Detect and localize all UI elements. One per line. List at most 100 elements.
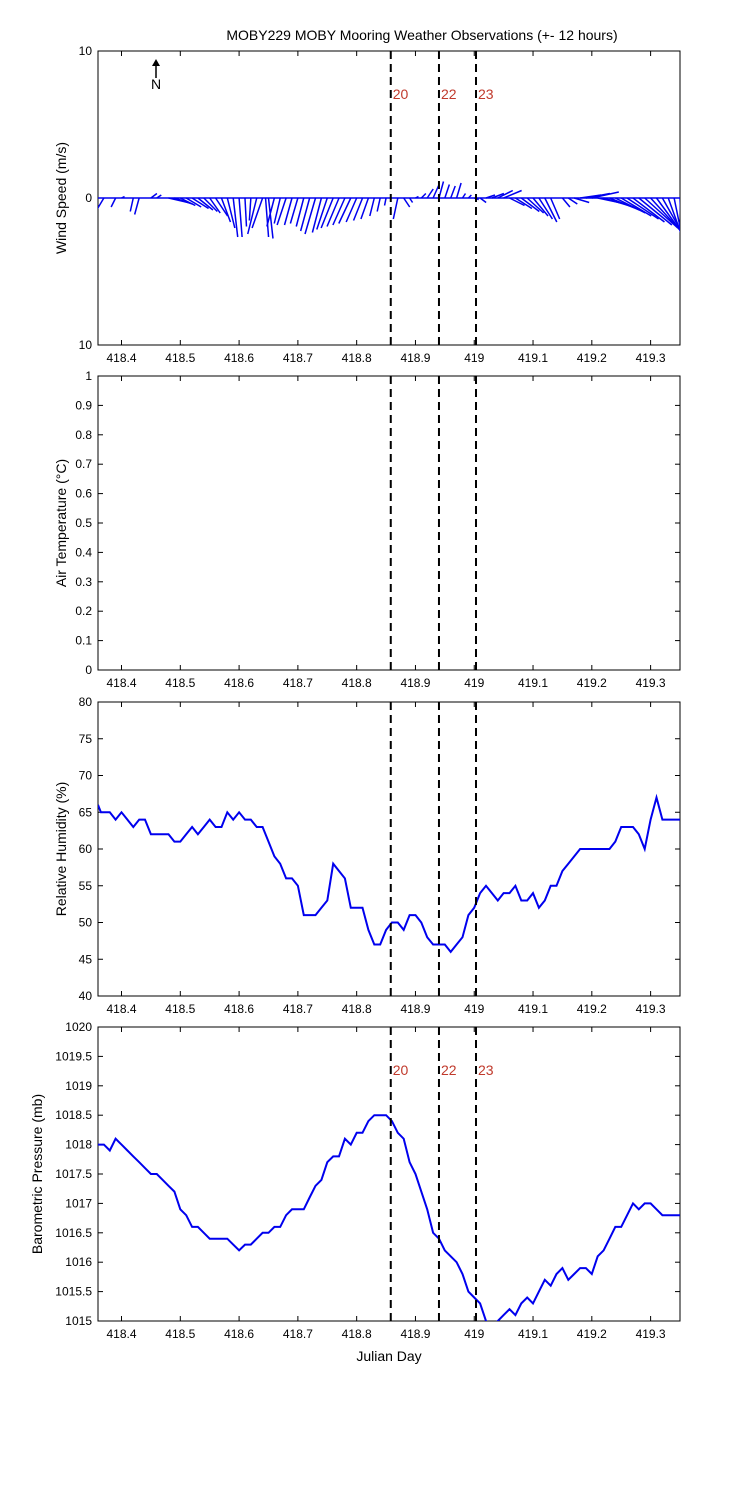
wind-stick xyxy=(526,197,545,214)
y-tick-label: 1018 xyxy=(65,1138,92,1152)
wind-stick xyxy=(226,197,236,229)
wind-stick xyxy=(673,197,680,231)
y-tick-label: 0.7 xyxy=(75,457,92,471)
y-tick-label: 0.6 xyxy=(75,487,92,501)
x-tick-label: 418.8 xyxy=(342,1002,372,1016)
y-tick-label: 10 xyxy=(79,338,93,352)
event-label: 23 xyxy=(478,1062,494,1078)
y-tick-label: 1017.5 xyxy=(55,1167,92,1181)
north-label: N xyxy=(151,76,161,92)
x-tick-label: 418.5 xyxy=(165,676,195,690)
wind-stick xyxy=(133,197,140,215)
wind-stick xyxy=(360,197,370,220)
figure-title: MOBY229 MOBY Mooring Weather Observation… xyxy=(226,27,617,43)
wind-stick xyxy=(632,197,665,223)
wind-stick xyxy=(185,197,202,208)
y-tick-label: 1019 xyxy=(65,1079,92,1093)
y-tick-label: 0.1 xyxy=(75,634,92,648)
wind-stick xyxy=(214,197,229,217)
wind-stick xyxy=(376,197,381,212)
series-line xyxy=(98,1114,680,1321)
wind-stick xyxy=(244,197,248,227)
wind-stick xyxy=(203,197,218,213)
wind-stick xyxy=(392,197,399,220)
x-tick-label: 419.3 xyxy=(636,351,666,365)
wind-stick xyxy=(264,197,270,238)
wind-stick xyxy=(591,191,619,199)
x-tick-label: 418.9 xyxy=(400,1002,430,1016)
x-tick-label: 419.2 xyxy=(577,676,607,690)
x-tick-label: 418.9 xyxy=(400,1327,430,1341)
wind-stick xyxy=(129,197,135,212)
wind-stick xyxy=(289,197,299,224)
wind-stick xyxy=(520,197,540,213)
wind-stick xyxy=(320,197,334,229)
wind-stick xyxy=(121,195,125,199)
event-label: 22 xyxy=(441,1062,457,1078)
wind-stick xyxy=(408,197,414,203)
wind-stick xyxy=(614,197,646,214)
x-tick-label: 418.6 xyxy=(224,351,254,365)
wind-stick xyxy=(332,197,346,226)
wind-stick xyxy=(620,197,652,217)
wind-stick xyxy=(156,194,162,199)
x-tick-label: 419.3 xyxy=(636,1327,666,1341)
north-arrowhead-icon xyxy=(152,59,160,66)
wind-stick xyxy=(467,194,472,199)
plot-frame xyxy=(97,375,681,671)
y-tick-label: 1 xyxy=(85,369,92,383)
y-tick-label: 1020 xyxy=(65,1020,92,1034)
data-layer xyxy=(98,793,680,954)
wind-stick xyxy=(497,189,514,199)
wind-stick xyxy=(98,197,105,210)
x-tick-label: 418.4 xyxy=(106,351,136,365)
y-tick-label: 70 xyxy=(79,769,93,783)
y-tick-label: 50 xyxy=(79,916,93,930)
x-tick-label: 419.2 xyxy=(577,1002,607,1016)
wind-speed-panel: 418.4 418.5 418.6 418.7 418.8 418.9 419 419.1 41… xyxy=(53,44,681,365)
wind-stick xyxy=(345,197,358,223)
x-tick-label: 419 xyxy=(464,1327,484,1341)
x-tick-label: 419 xyxy=(464,676,484,690)
y-tick-label: 60 xyxy=(79,842,93,856)
wind-stick xyxy=(485,194,496,199)
wind-stick xyxy=(209,197,221,214)
y-tick-label: 0.8 xyxy=(75,428,92,442)
y-tick-label: 1015.5 xyxy=(55,1285,92,1299)
wind-stick xyxy=(220,197,232,223)
y-axis-label: Wind Speed (m/s) xyxy=(53,142,69,254)
wind-stick xyxy=(383,197,387,206)
wind-stick xyxy=(532,197,549,217)
barometric-pressure-panel: 418.4 418.5 418.6 418.7 418.8 418.9 419 419.1 41… xyxy=(29,1020,681,1364)
wind-stick xyxy=(338,197,352,224)
series-line xyxy=(98,793,680,954)
wind-stick xyxy=(491,192,505,199)
y-tick-label: 1016 xyxy=(65,1255,92,1269)
x-tick-label: 419.1 xyxy=(518,676,548,690)
x-tick-label: 418.4 xyxy=(106,1002,136,1016)
y-tick-label: 55 xyxy=(79,879,93,893)
y-tick-label: 75 xyxy=(79,732,93,746)
y-tick-label: 0.5 xyxy=(75,516,92,530)
wind-stick xyxy=(426,188,434,199)
x-tick-label: 418.6 xyxy=(224,1327,254,1341)
x-tick-label: 419.1 xyxy=(518,1002,548,1016)
wind-stick xyxy=(509,197,525,207)
data-layer xyxy=(98,181,680,239)
wind-stick xyxy=(311,197,323,233)
wind-stick xyxy=(248,197,252,221)
x-tick-label: 418.7 xyxy=(283,676,313,690)
x-tick-label: 418.5 xyxy=(165,1327,195,1341)
wind-stick xyxy=(573,197,590,204)
event-label: 22 xyxy=(441,86,457,102)
y-tick-label: 0.4 xyxy=(75,545,92,559)
wind-stick xyxy=(644,197,679,229)
x-tick-label: 418.6 xyxy=(224,1002,254,1016)
x-tick-label: 418.8 xyxy=(342,676,372,690)
x-tick-label: 419.3 xyxy=(636,676,666,690)
x-tick-label: 418.8 xyxy=(342,351,372,365)
x-tick-label: 419.1 xyxy=(518,351,548,365)
y-tick-label: 1015 xyxy=(65,1314,92,1328)
x-tick-label: 418.9 xyxy=(400,676,430,690)
y-tick-label: 40 xyxy=(79,989,93,1003)
